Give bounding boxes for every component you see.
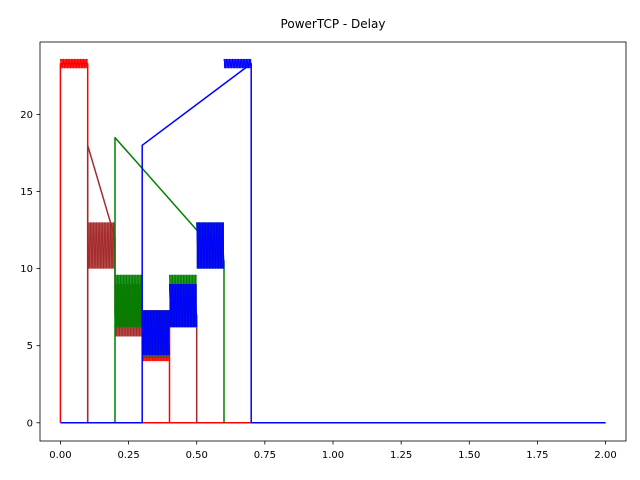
x-tick-label: 2.00 xyxy=(594,450,616,461)
series-band-oscillation xyxy=(223,58,252,69)
x-tick-label: 1.25 xyxy=(390,450,412,461)
plot-frame xyxy=(39,41,627,442)
y-tick-label: 0 xyxy=(27,418,33,429)
x-tick-label: 1.50 xyxy=(458,450,480,461)
y-axis: 0 5 10 15 20 xyxy=(20,110,40,429)
x-tick-label: 0.50 xyxy=(186,450,208,461)
series-3 xyxy=(60,58,606,424)
plot-area xyxy=(59,58,606,424)
y-tick-label: 15 xyxy=(20,187,33,198)
chart-title: PowerTCP - Delay xyxy=(281,17,386,31)
x-tick-label: 1.00 xyxy=(322,450,344,461)
y-tick-label: 20 xyxy=(20,110,33,121)
series-band-oscillation xyxy=(169,284,198,328)
y-tick-label: 5 xyxy=(27,341,33,352)
series-band-oscillation xyxy=(114,274,143,328)
x-tick-label: 0.75 xyxy=(254,450,276,461)
x-axis: 0.00 0.25 0.50 0.75 1.00 1.25 1.50 1.75 2.00 xyxy=(49,441,617,461)
series-band-oscillation xyxy=(141,310,170,356)
series-band-oscillation xyxy=(87,222,116,269)
x-tick-label: 1.75 xyxy=(526,450,548,461)
x-tick-label: 0.25 xyxy=(117,450,139,461)
x-tick-label: 0.00 xyxy=(49,450,71,461)
series-line xyxy=(60,62,606,424)
y-tick-label: 10 xyxy=(20,264,33,275)
series-band-oscillation xyxy=(59,58,89,69)
series-band-oscillation xyxy=(196,222,225,269)
